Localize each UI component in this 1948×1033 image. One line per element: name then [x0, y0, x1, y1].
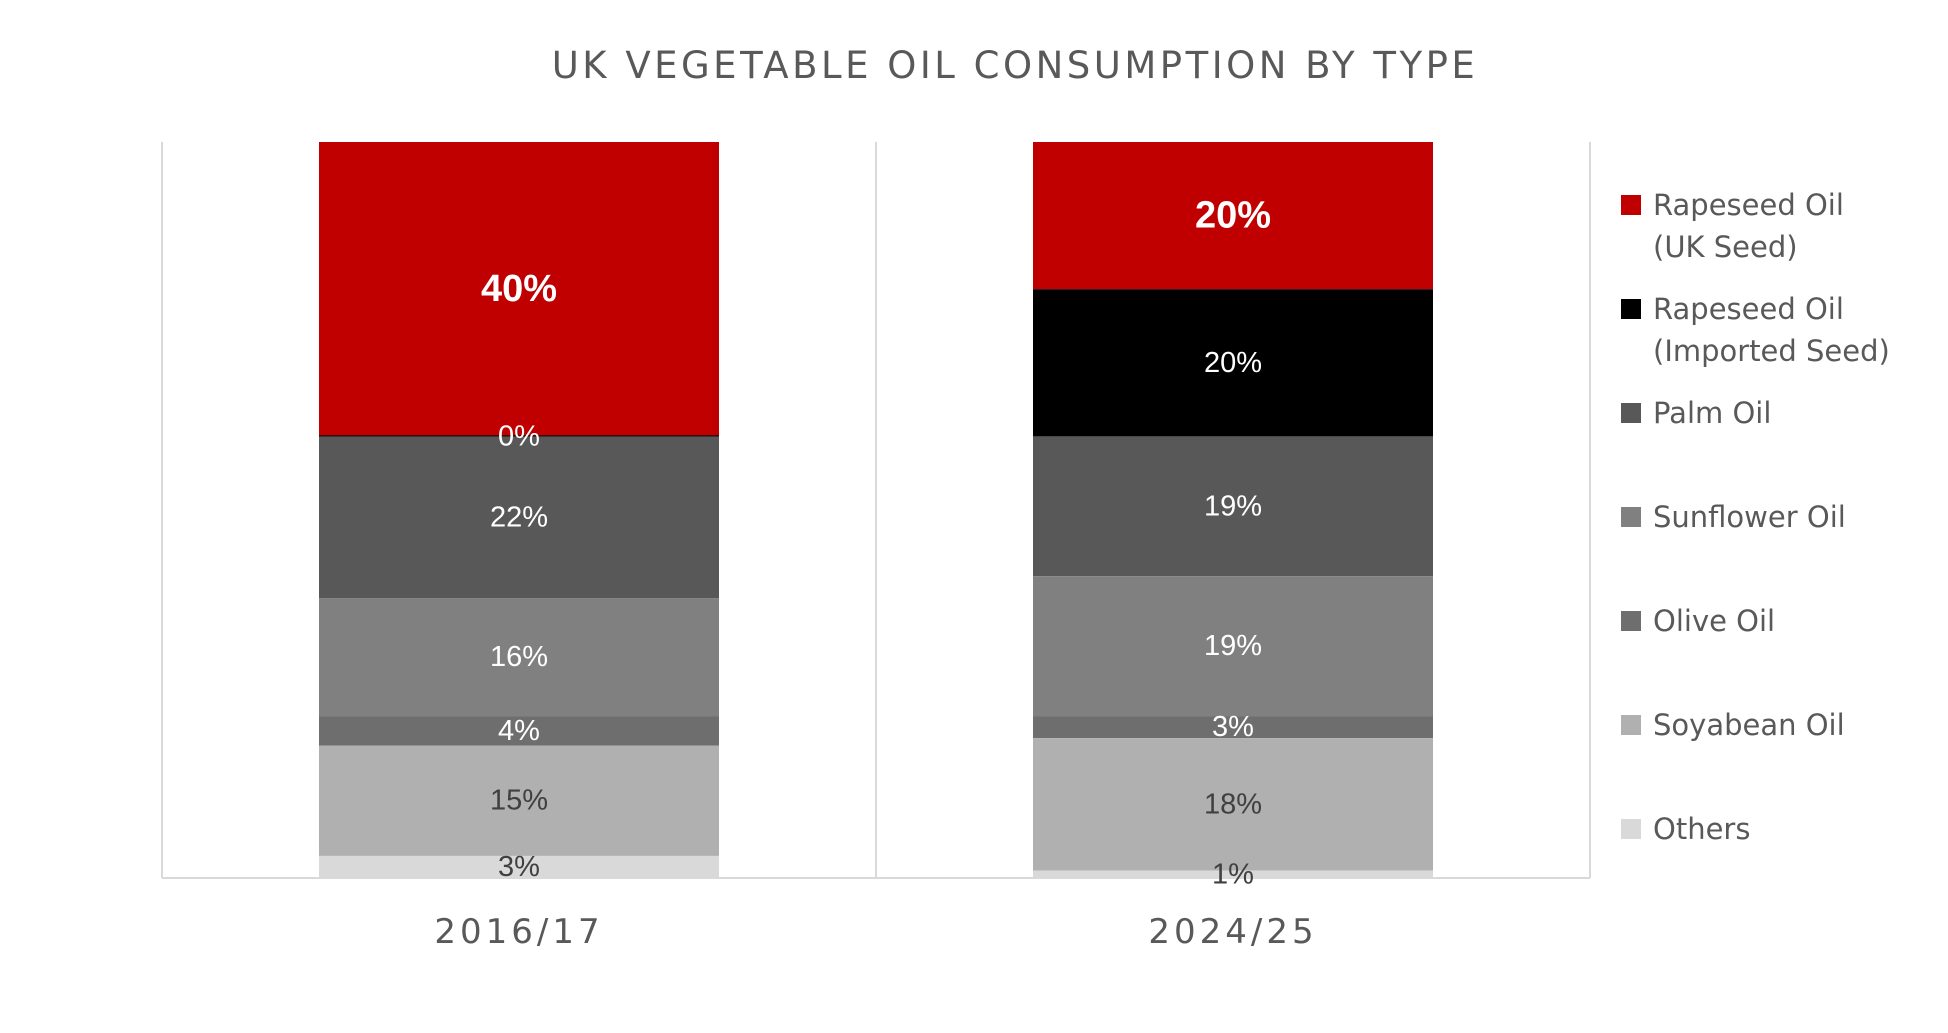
data-label-others-2016-17: 3% — [498, 851, 540, 883]
legend-item-rapeseed-oil-uk-seed: Rapeseed Oil (UK Seed) — [1621, 188, 1844, 264]
bar-rapeseed-oil-uk-seed-2024-25 — [1033, 142, 1433, 290]
bar-rapeseed-oil-uk-seed-2016-17 — [319, 142, 719, 437]
data-label-olive-oil-2016-17: 4% — [498, 715, 540, 747]
legend-swatch-sunflower-oil — [1621, 507, 1641, 527]
data-label-soyabean-oil-2016-17: 15% — [490, 785, 548, 817]
data-label-rapeseed-oil-imported-seed-2016-17: 0% — [498, 420, 540, 452]
legend-label-olive-oil: Olive Oil — [1653, 604, 1775, 638]
data-label-sunflower-oil-2016-17: 16% — [490, 641, 548, 673]
bar-olive-oil-2016-17 — [319, 716, 719, 746]
x-tick-label-2024-25: 2024/25 — [1148, 912, 1317, 952]
bar-olive-oil-2024-25 — [1033, 716, 1433, 739]
legend-label-others: Others — [1653, 812, 1750, 846]
bar-soyabean-oil-2016-17 — [319, 745, 719, 856]
data-label-palm-oil-2024-25: 19% — [1204, 490, 1262, 522]
bar-palm-oil-2016-17 — [319, 436, 719, 599]
bars-layer — [319, 142, 1433, 878]
data-label-rapeseed-oil-uk-seed-2016-17: 40% — [481, 268, 557, 310]
data-label-others-2024-25: 1% — [1212, 858, 1254, 890]
legend: Rapeseed Oil (UK Seed) Rapeseed Oil (Import… — [1621, 188, 1890, 846]
bar-sunflower-oil-2024-25 — [1033, 576, 1433, 717]
legend-item-olive-oil: Olive Oil — [1621, 604, 1775, 638]
bar-others-2024-25 — [1033, 870, 1433, 878]
legend-swatch-soyabean-oil — [1621, 715, 1641, 735]
legend-swatch-others — [1621, 819, 1641, 839]
legend-swatch-rapeseed-oil-uk-seed — [1621, 195, 1641, 215]
legend-label-sunflower-oil: Sunflower Oil — [1653, 500, 1846, 534]
legend-label-rapeseed-oil-uk-seed: Rapeseed Oil — [1653, 188, 1844, 222]
data-label-rapeseed-oil-uk-seed-2024-25: 20% — [1195, 195, 1271, 237]
bar-palm-oil-2024-25 — [1033, 436, 1433, 577]
data-label-palm-oil-2016-17: 22% — [490, 501, 548, 533]
legend-label-rapeseed-oil-imported-seed: Rapeseed Oil — [1653, 292, 1844, 326]
legend-item-palm-oil: Palm Oil — [1621, 396, 1771, 430]
legend-item-sunflower-oil: Sunflower Oil — [1621, 500, 1846, 534]
bar-sunflower-oil-2016-17 — [319, 598, 719, 717]
legend-swatch-olive-oil — [1621, 611, 1641, 631]
bar-others-2016-17 — [319, 855, 719, 878]
data-label-soyabean-oil-2024-25: 18% — [1204, 788, 1262, 820]
bar-soyabean-oil-2024-25 — [1033, 738, 1433, 871]
legend-item-others: Others — [1621, 812, 1750, 846]
chart-title: UK VEGETABLE OIL CONSUMPTION BY TYPE — [551, 44, 1479, 87]
data-labels-layer: 40% 0% 22% 16% 4% 15% 3% 20% 20% 19% 19% 3% 18% 1% — [481, 195, 1271, 891]
legend-label-rapeseed-oil-uk-seed: (UK Seed) — [1653, 230, 1798, 264]
x-tick-label-2016-17: 2016/17 — [434, 912, 603, 952]
legend-item-soyabean-oil: Soyabean Oil — [1621, 708, 1845, 742]
data-label-sunflower-oil-2024-25: 19% — [1204, 630, 1262, 662]
legend-label-palm-oil: Palm Oil — [1653, 396, 1771, 430]
legend-label-rapeseed-oil-imported-seed: (Imported Seed) — [1653, 334, 1890, 368]
legend-item-rapeseed-oil-imported-seed: Rapeseed Oil (Imported Seed) — [1621, 292, 1890, 368]
legend-swatch-rapeseed-oil-imported-seed — [1621, 299, 1641, 319]
data-label-olive-oil-2024-25: 3% — [1212, 711, 1254, 743]
data-label-rapeseed-oil-imported-seed-2024-25: 20% — [1204, 347, 1262, 379]
legend-label-soyabean-oil: Soyabean Oil — [1653, 708, 1845, 742]
axes-layer: 2016/17 2024/25 — [161, 142, 1591, 952]
legend-swatch-palm-oil — [1621, 403, 1641, 423]
bar-rapeseed-oil-imported-seed-2024-25 — [1033, 289, 1433, 437]
